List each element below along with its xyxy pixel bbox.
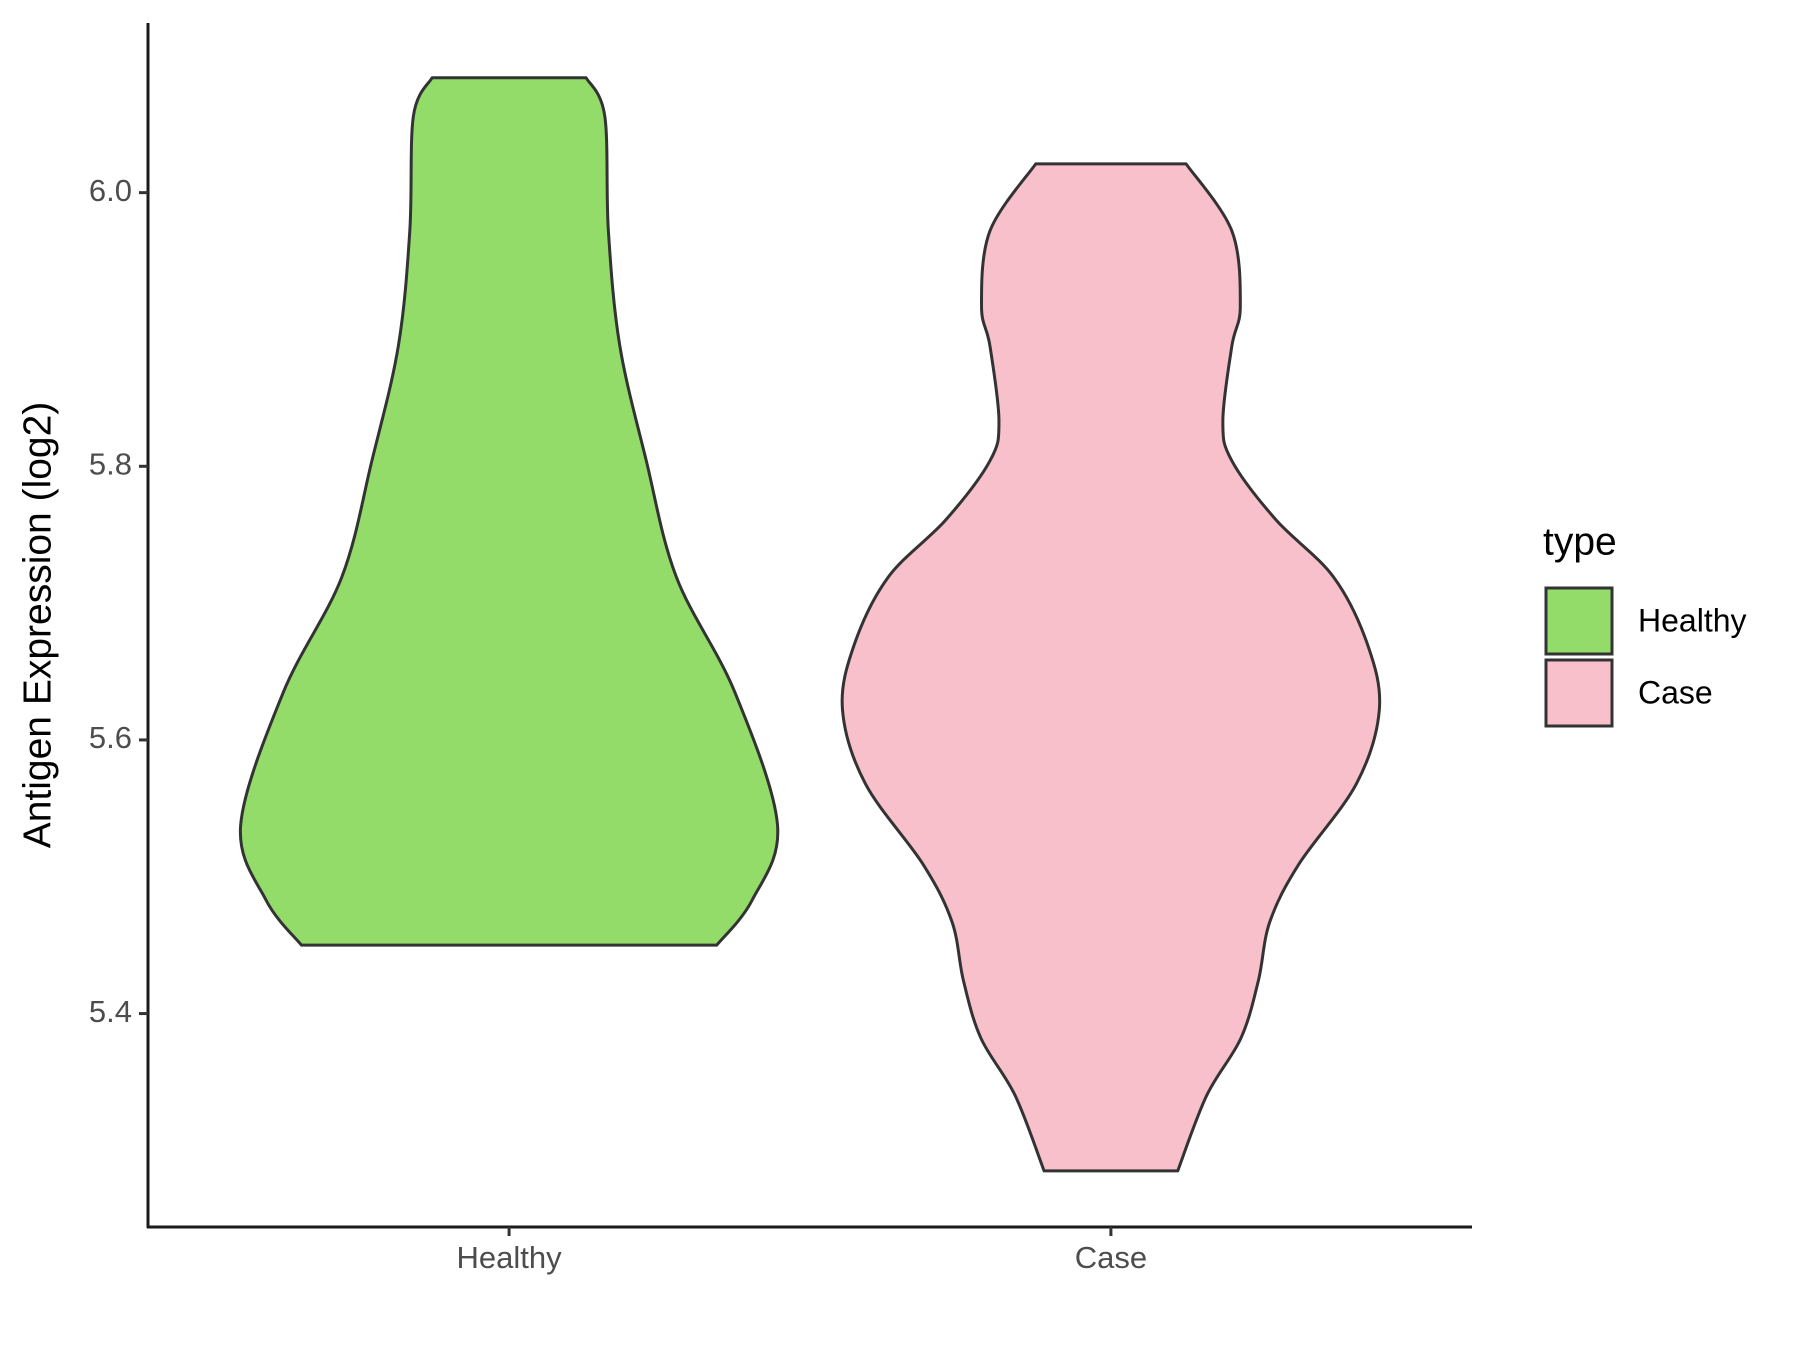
x-tick-label: Case: [1075, 1240, 1147, 1275]
y-tick-label: 6.0: [89, 173, 132, 208]
legend-swatch: [1544, 658, 1614, 728]
legend-label: Healthy: [1638, 602, 1747, 638]
legend-title: type: [1543, 520, 1617, 563]
y-tick-label: 5.6: [89, 720, 132, 755]
y-tick-label: 5.4: [89, 994, 132, 1029]
legend-swatch: [1544, 586, 1614, 656]
legend-label: Case: [1638, 674, 1713, 710]
y-tick-label: 5.8: [89, 446, 132, 481]
violin: [238, 76, 780, 947]
y-axis-title: Antigen Expression (log2): [16, 402, 59, 849]
violin: [840, 162, 1382, 1173]
x-tick-label: Healthy: [457, 1240, 563, 1275]
